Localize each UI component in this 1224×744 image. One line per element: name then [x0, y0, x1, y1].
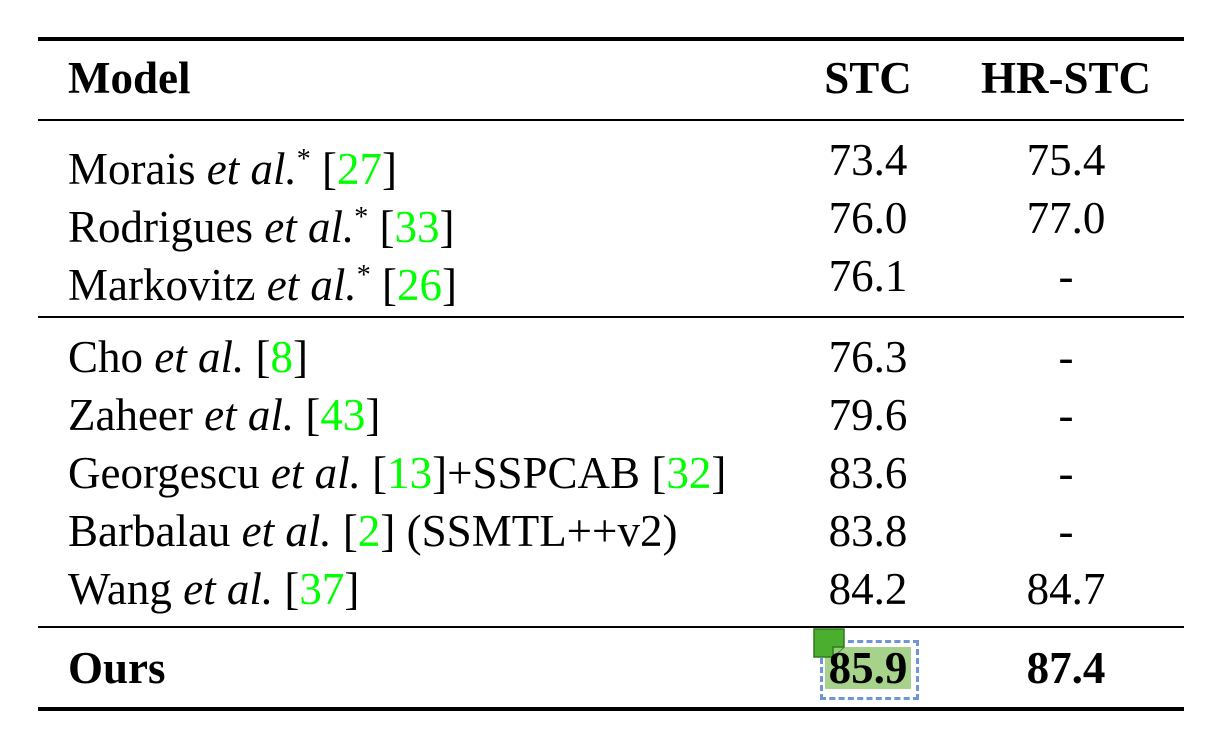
hr-stc-value: 75.4: [1026, 135, 1106, 185]
table-row: Barbalau et al. [2] (SSMTL++v2) 83.8 -: [38, 502, 1184, 560]
author: Georgescu: [68, 448, 260, 498]
author: Barbalau: [68, 506, 231, 556]
citation-link[interactable]: 13: [387, 448, 433, 498]
stc-value: 83.6: [828, 448, 908, 498]
stc-value: 83.8: [828, 506, 908, 556]
stc-value: 76.3: [828, 332, 908, 382]
header-rule: [38, 119, 1184, 121]
table-row-ours: Ours 85.9 87.4: [38, 639, 1184, 697]
et-al: et al.: [241, 506, 332, 556]
comment-marker-icon[interactable]: [813, 628, 845, 658]
table-header-row: Model STC HR-STC: [38, 49, 1184, 107]
model-name: Georgescu et al. [13]+SSPCAB [32]: [68, 448, 727, 498]
asterisk: *: [354, 202, 369, 233]
citation-link[interactable]: 37: [299, 564, 345, 614]
stc-value: 73.4: [828, 135, 908, 185]
asterisk: *: [356, 260, 371, 291]
author: Wang: [68, 564, 172, 614]
model-name-ours: Ours: [68, 643, 166, 693]
hr-stc-value: -: [1058, 506, 1074, 556]
citation-link[interactable]: 27: [336, 144, 382, 194]
hr-stc-value: -: [1058, 332, 1074, 382]
table-row: Markovitz et al.* [26] 76.1 -: [38, 247, 1184, 310]
et-al: et al.: [270, 448, 361, 498]
author: Cho: [68, 332, 144, 382]
et-al: et al.: [264, 202, 355, 252]
hr-stc-value: -: [1058, 448, 1074, 498]
top-rule: [38, 37, 1184, 41]
header-model: Model: [68, 53, 191, 103]
hr-stc-value: 84.7: [1026, 564, 1106, 614]
citation-link[interactable]: 32: [666, 448, 712, 498]
author: Rodrigues: [68, 202, 253, 252]
group-separator-rule: [38, 316, 1184, 318]
stc-value: 79.6: [828, 390, 908, 440]
stc-value: 76.0: [828, 193, 908, 243]
header-stc: STC: [824, 53, 912, 103]
table-row: Wang et al. [37] 84.2 84.7: [38, 560, 1184, 618]
method-connector: ]+SSPCAB [: [432, 448, 667, 498]
author: Markovitz: [68, 260, 256, 310]
table-row: Cho et al. [8] 76.3 -: [38, 328, 1184, 386]
citation-link[interactable]: 2: [357, 506, 381, 556]
table-row: Zaheer et al. [43] 79.6 -: [38, 386, 1184, 444]
model-name: Morais et al.* [27]: [68, 144, 397, 194]
et-al: et al.: [266, 260, 357, 310]
citation-link[interactable]: 43: [320, 390, 366, 440]
bottom-rule: [38, 707, 1184, 711]
model-name: Wang et al. [37]: [68, 564, 360, 614]
highlight-background: [824, 647, 912, 689]
hr-stc-value: -: [1058, 251, 1074, 301]
et-al: et al.: [183, 564, 274, 614]
author: Zaheer: [68, 390, 193, 440]
highlight-text: 85.9: [828, 643, 908, 693]
selection-box[interactable]: [820, 640, 919, 700]
table-row: Morais et al.* [27] 73.4 75.4: [38, 131, 1184, 194]
et-al: et al.: [154, 332, 245, 382]
method-suffix: (SSMTL++v2): [406, 506, 678, 556]
citation-link[interactable]: 33: [394, 202, 440, 252]
citation-link[interactable]: 26: [396, 260, 442, 310]
asterisk: *: [296, 144, 311, 175]
author: Morais: [68, 144, 196, 194]
et-al: et al.: [206, 144, 297, 194]
model-name: Rodrigues et al.* [33]: [68, 202, 455, 252]
citation-link[interactable]: 8: [270, 332, 294, 382]
hr-stc-value: 77.0: [1026, 193, 1106, 243]
model-name: Markovitz et al.* [26]: [68, 260, 457, 310]
model-name: Zaheer et al. [43]: [68, 390, 381, 440]
hr-stc-value-ours: 87.4: [1026, 643, 1106, 693]
model-name: Cho et al. [8]: [68, 332, 308, 382]
ours-separator-rule: [38, 626, 1184, 628]
model-name: Barbalau et al. [2] (SSMTL++v2): [68, 506, 678, 556]
stc-value-ours[interactable]: 85.9: [791, 639, 945, 697]
et-al: et al.: [204, 390, 295, 440]
stc-value: 76.1: [828, 251, 908, 301]
highlighted-value[interactable]: 85.9: [824, 639, 912, 697]
header-hr-stc: HR-STC: [980, 53, 1152, 103]
table-row: Rodrigues et al.* [33] 76.0 77.0: [38, 189, 1184, 252]
hr-stc-value: -: [1058, 390, 1074, 440]
table-row: Georgescu et al. [13]+SSPCAB [32] 83.6 -: [38, 444, 1184, 502]
stc-value: 84.2: [828, 564, 908, 614]
